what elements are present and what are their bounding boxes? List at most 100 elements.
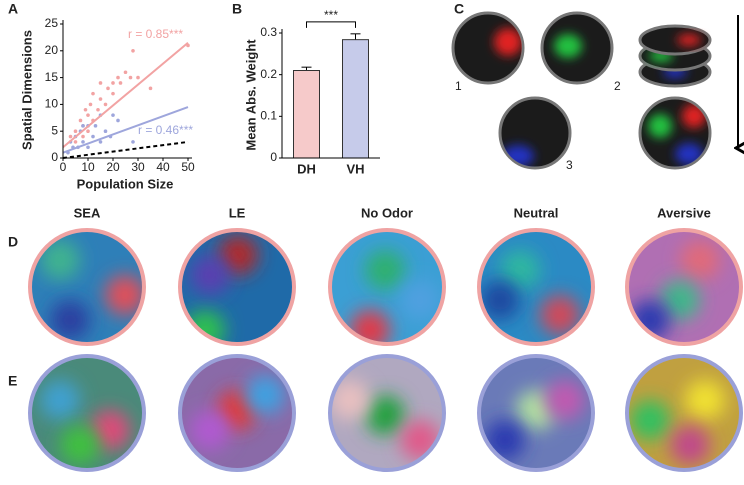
blob xyxy=(648,114,672,138)
annotation: r = 0.46*** xyxy=(138,123,193,137)
point xyxy=(111,113,115,117)
x-tick-label: VH xyxy=(346,161,364,176)
point xyxy=(98,97,103,101)
blob xyxy=(554,34,582,58)
column-label: SEA xyxy=(74,205,101,220)
place-field-map xyxy=(331,231,443,343)
point xyxy=(81,134,85,139)
map-border xyxy=(28,354,146,472)
blobs xyxy=(494,28,522,56)
x-tick-label: DH xyxy=(297,161,316,176)
axes xyxy=(62,20,192,159)
column-label: No Odor xyxy=(361,205,413,220)
fit-line xyxy=(62,140,189,159)
bar xyxy=(293,70,320,159)
place-field-map xyxy=(628,231,740,343)
y-tick-label: 0 xyxy=(270,150,277,164)
place-field-map xyxy=(480,357,592,469)
x-tick-label: 20 xyxy=(106,160,120,174)
blob xyxy=(185,310,225,343)
blobs xyxy=(554,34,582,58)
cell xyxy=(498,96,572,170)
point xyxy=(86,145,90,150)
point xyxy=(73,140,78,144)
blob xyxy=(50,300,90,340)
blob xyxy=(480,280,520,320)
blob xyxy=(400,420,440,460)
x-tick-label: 30 xyxy=(131,160,145,174)
point xyxy=(131,49,135,53)
column-label: LE xyxy=(229,205,246,220)
blob xyxy=(331,380,370,420)
blob xyxy=(245,375,285,415)
point xyxy=(118,81,123,85)
annotation: r = 0.85*** xyxy=(128,27,183,41)
map-border xyxy=(328,354,446,472)
blob xyxy=(105,275,143,315)
blobs xyxy=(648,104,706,165)
map-border xyxy=(477,228,595,346)
blob xyxy=(500,250,540,290)
layer xyxy=(638,24,712,56)
y-tick-label: 25 xyxy=(45,16,59,30)
panel-label: A xyxy=(8,1,18,17)
cell-label: 2 xyxy=(614,79,621,93)
point xyxy=(103,102,108,107)
axes xyxy=(281,29,380,159)
blob xyxy=(677,34,701,46)
y-tick-label: 0.3 xyxy=(260,25,277,39)
point xyxy=(86,113,90,117)
panel-c: 1 2 3 xyxy=(451,11,738,172)
y-tick-label: 20 xyxy=(45,43,59,57)
y-tick-label: 0.1 xyxy=(260,109,277,123)
point xyxy=(111,91,115,96)
blob xyxy=(540,295,580,335)
y-tick-label: 10 xyxy=(45,97,59,111)
place-field-map xyxy=(31,231,143,343)
point xyxy=(128,75,133,80)
map-border xyxy=(477,354,595,472)
point xyxy=(68,134,73,139)
blob xyxy=(365,395,405,435)
panel-label: B xyxy=(232,1,242,17)
blob xyxy=(680,240,720,280)
significance-bracket xyxy=(306,21,356,28)
map-border xyxy=(178,354,296,472)
point xyxy=(91,134,95,139)
cell-label: 1 xyxy=(455,79,462,93)
point xyxy=(86,129,90,133)
point xyxy=(111,81,115,85)
map-border xyxy=(328,228,446,346)
point xyxy=(93,124,98,128)
point xyxy=(73,129,78,133)
point xyxy=(116,118,120,123)
blob xyxy=(40,240,80,280)
blob xyxy=(545,380,585,420)
panel-label: C xyxy=(454,1,464,17)
x-tick-label: 0 xyxy=(60,160,67,174)
cell-label: 3 xyxy=(566,158,573,172)
column-label: Aversive xyxy=(657,205,711,220)
blob xyxy=(40,380,80,420)
blob xyxy=(218,235,258,275)
x-tick-label: 50 xyxy=(181,160,195,174)
blob xyxy=(190,410,230,450)
point xyxy=(116,75,120,80)
y-tick-label: 5 xyxy=(51,123,58,137)
point xyxy=(123,70,128,75)
place-field-map xyxy=(181,231,293,343)
blob xyxy=(630,400,670,440)
blob xyxy=(682,104,706,128)
place-field-map xyxy=(31,357,143,469)
x-tick-label: 10 xyxy=(81,160,95,174)
point xyxy=(98,81,103,85)
map-border xyxy=(625,228,743,346)
bar xyxy=(342,39,369,159)
blob xyxy=(60,425,100,465)
fit-line xyxy=(62,41,189,149)
blob xyxy=(190,255,230,295)
point xyxy=(106,86,110,91)
panel-label: D xyxy=(8,234,18,250)
column-label: Neutral xyxy=(514,205,559,220)
